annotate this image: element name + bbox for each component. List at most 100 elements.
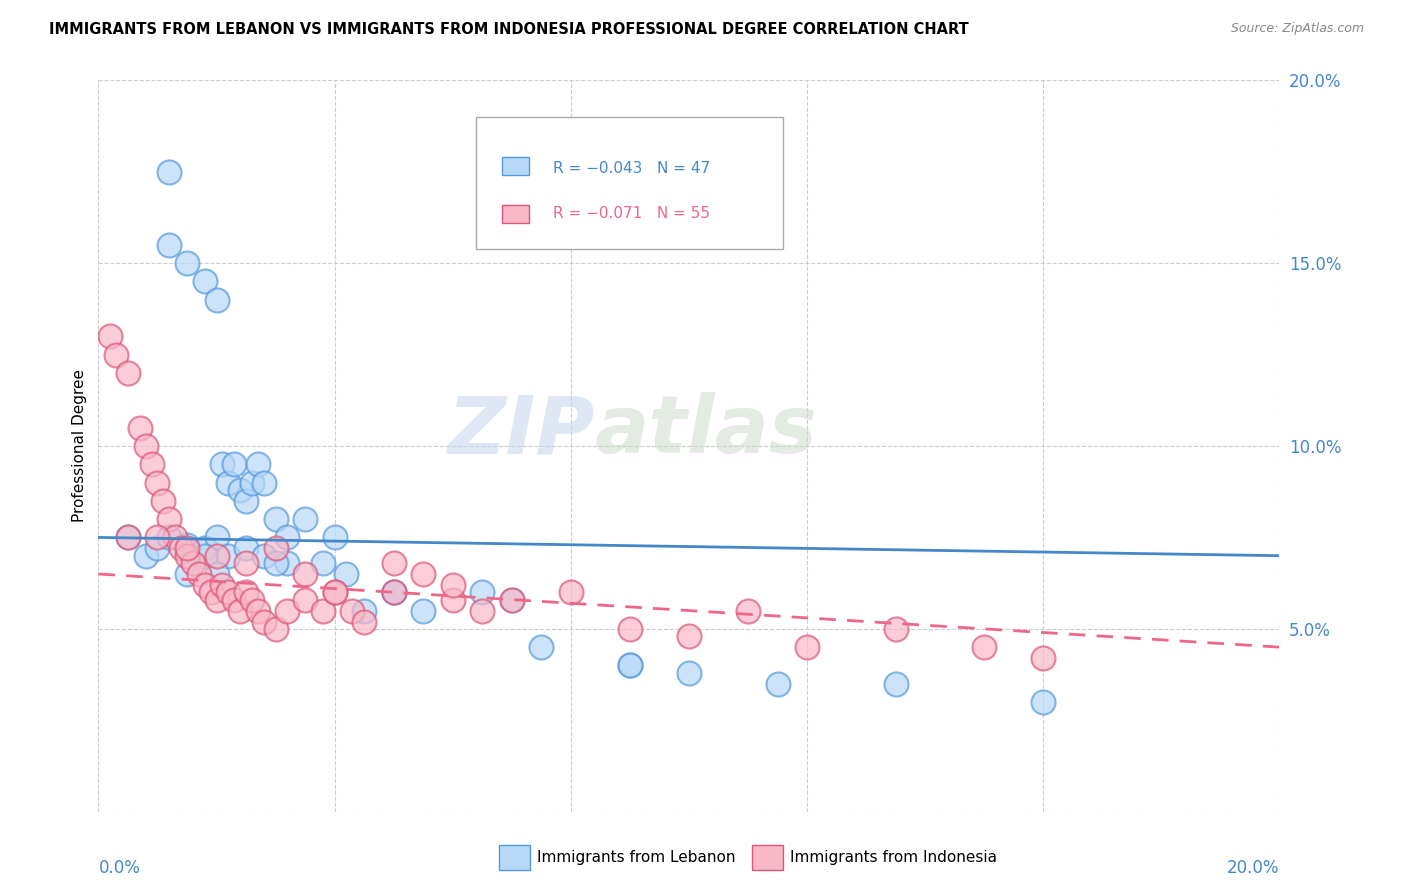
Point bbox=[441, 592, 464, 607]
Point bbox=[276, 556, 298, 570]
Point bbox=[471, 585, 494, 599]
Point bbox=[217, 585, 239, 599]
Text: R = −0.071   N = 55: R = −0.071 N = 55 bbox=[553, 206, 710, 221]
Point bbox=[441, 578, 464, 592]
Point bbox=[194, 541, 217, 556]
Point bbox=[294, 567, 316, 582]
Point bbox=[205, 530, 228, 544]
Point bbox=[135, 439, 157, 453]
Point bbox=[560, 585, 582, 599]
Point bbox=[353, 615, 375, 629]
Point bbox=[135, 549, 157, 563]
Point bbox=[205, 592, 228, 607]
Point bbox=[157, 512, 180, 526]
Point bbox=[335, 567, 357, 582]
Y-axis label: Professional Degree: Professional Degree bbox=[72, 369, 87, 523]
Point bbox=[205, 567, 228, 582]
Point bbox=[128, 421, 150, 435]
Point bbox=[240, 592, 263, 607]
Point bbox=[181, 556, 204, 570]
Point bbox=[157, 164, 180, 178]
Point bbox=[342, 603, 364, 617]
Point bbox=[194, 275, 217, 289]
Point bbox=[323, 530, 346, 544]
Point bbox=[170, 541, 193, 556]
Bar bbox=[502, 157, 529, 176]
Point bbox=[1032, 651, 1054, 665]
Point bbox=[157, 238, 180, 252]
Point bbox=[105, 347, 128, 362]
Text: atlas: atlas bbox=[595, 392, 817, 470]
Point bbox=[382, 585, 405, 599]
Point bbox=[157, 530, 180, 544]
Point bbox=[382, 556, 405, 570]
Point bbox=[176, 567, 198, 582]
Point bbox=[353, 603, 375, 617]
Bar bbox=[502, 204, 529, 223]
Point bbox=[246, 603, 269, 617]
Point bbox=[412, 567, 434, 582]
Point bbox=[312, 556, 335, 570]
Point bbox=[217, 475, 239, 490]
Point bbox=[382, 585, 405, 599]
Point bbox=[253, 549, 276, 563]
Text: IMMIGRANTS FROM LEBANON VS IMMIGRANTS FROM INDONESIA PROFESSIONAL DEGREE CORRELA: IMMIGRANTS FROM LEBANON VS IMMIGRANTS FR… bbox=[49, 22, 969, 37]
Point bbox=[678, 665, 700, 680]
Point bbox=[205, 549, 228, 563]
Point bbox=[235, 556, 257, 570]
Point bbox=[323, 585, 346, 599]
Point bbox=[501, 592, 523, 607]
Point bbox=[205, 293, 228, 307]
Point bbox=[224, 457, 246, 471]
Point bbox=[176, 549, 198, 563]
Point bbox=[229, 603, 252, 617]
Point bbox=[619, 658, 641, 673]
Point bbox=[412, 603, 434, 617]
Point bbox=[211, 578, 233, 592]
Point bbox=[117, 530, 139, 544]
Point bbox=[884, 676, 907, 690]
Point bbox=[146, 475, 169, 490]
Point bbox=[194, 549, 217, 563]
Point bbox=[98, 329, 121, 343]
Point bbox=[264, 541, 287, 556]
Point bbox=[187, 567, 209, 582]
Point bbox=[229, 483, 252, 497]
Point bbox=[619, 622, 641, 636]
Point bbox=[117, 530, 139, 544]
Point bbox=[264, 622, 287, 636]
Point bbox=[194, 578, 217, 592]
Point bbox=[312, 603, 335, 617]
Point bbox=[146, 541, 169, 556]
Point bbox=[235, 585, 257, 599]
Point bbox=[235, 541, 257, 556]
Point bbox=[246, 457, 269, 471]
Point bbox=[766, 676, 789, 690]
Point bbox=[382, 585, 405, 599]
Text: 20.0%: 20.0% bbox=[1227, 859, 1279, 877]
Point bbox=[211, 457, 233, 471]
Point bbox=[884, 622, 907, 636]
Point bbox=[276, 530, 298, 544]
Point bbox=[253, 475, 276, 490]
Point bbox=[217, 549, 239, 563]
Point bbox=[973, 640, 995, 655]
Point bbox=[264, 556, 287, 570]
Point bbox=[224, 592, 246, 607]
Point bbox=[737, 603, 759, 617]
Point bbox=[1032, 695, 1054, 709]
Text: 0.0%: 0.0% bbox=[98, 859, 141, 877]
Point bbox=[323, 585, 346, 599]
Point bbox=[141, 457, 163, 471]
Point bbox=[117, 366, 139, 380]
Point bbox=[176, 538, 198, 552]
Point bbox=[176, 541, 198, 556]
Point bbox=[253, 615, 276, 629]
Text: Source: ZipAtlas.com: Source: ZipAtlas.com bbox=[1230, 22, 1364, 36]
Point bbox=[294, 592, 316, 607]
Text: R = −0.043   N = 47: R = −0.043 N = 47 bbox=[553, 161, 710, 176]
Point bbox=[264, 512, 287, 526]
Point bbox=[294, 512, 316, 526]
Point bbox=[619, 658, 641, 673]
Text: Immigrants from Indonesia: Immigrants from Indonesia bbox=[790, 850, 997, 864]
